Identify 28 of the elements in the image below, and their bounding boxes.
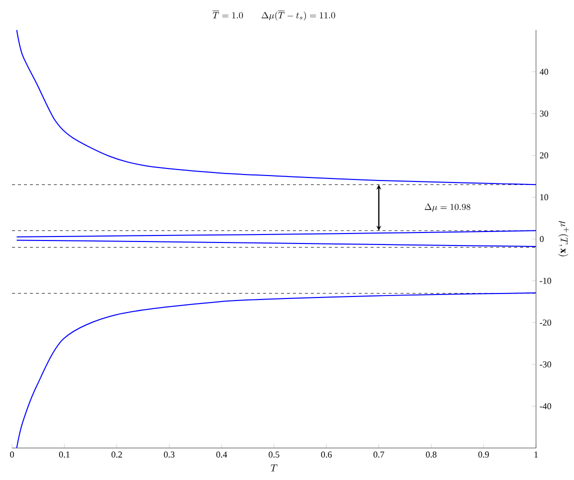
line-series bbox=[16, 292, 537, 448]
y-axis-title: $\mu^{+}(T,\mathbf{x})$ bbox=[558, 221, 569, 256]
y-tick-label: 10 bbox=[540, 194, 548, 200]
x-tick-label: 0.7 bbox=[374, 452, 384, 458]
x-tick-label: 0.3 bbox=[164, 452, 174, 458]
x-tick-label: 0.9 bbox=[478, 452, 489, 458]
x-axis-title: $T$ bbox=[270, 464, 278, 472]
line-series bbox=[16, 240, 537, 248]
annotation: $\Delta\mu =10.98$ bbox=[424, 203, 470, 212]
y-tick-label: 0 bbox=[540, 236, 544, 242]
y-tick-label: -10 bbox=[540, 278, 552, 284]
x-tick-label: 0.6 bbox=[321, 452, 332, 458]
x-tick-label: 0.1 bbox=[59, 452, 70, 458]
x-tick-label: 1 bbox=[534, 452, 538, 458]
x-tick-label: 0.5 bbox=[268, 452, 280, 458]
x-tick-label: 0.2 bbox=[112, 452, 122, 458]
y-tick-label: -20 bbox=[540, 320, 552, 326]
line-series bbox=[16, 29, 537, 186]
y-tick-label: 40 bbox=[540, 68, 548, 75]
chart-title: $\overline{T} =1.0 \qquad \Delta\mu(\overline{T}-t_s) =11.0$ bbox=[212, 10, 336, 20]
x-tick-label: 0.8 bbox=[426, 452, 436, 458]
y-tick-label: -40 bbox=[540, 403, 552, 410]
x-tick-label: 0 bbox=[10, 452, 14, 458]
y-tick-label: -30 bbox=[540, 361, 552, 368]
y-tick-label: 20 bbox=[540, 152, 548, 158]
line-series bbox=[16, 230, 537, 238]
x-tick-label: 0.4 bbox=[216, 452, 228, 458]
y-tick-label: 30 bbox=[540, 110, 548, 117]
